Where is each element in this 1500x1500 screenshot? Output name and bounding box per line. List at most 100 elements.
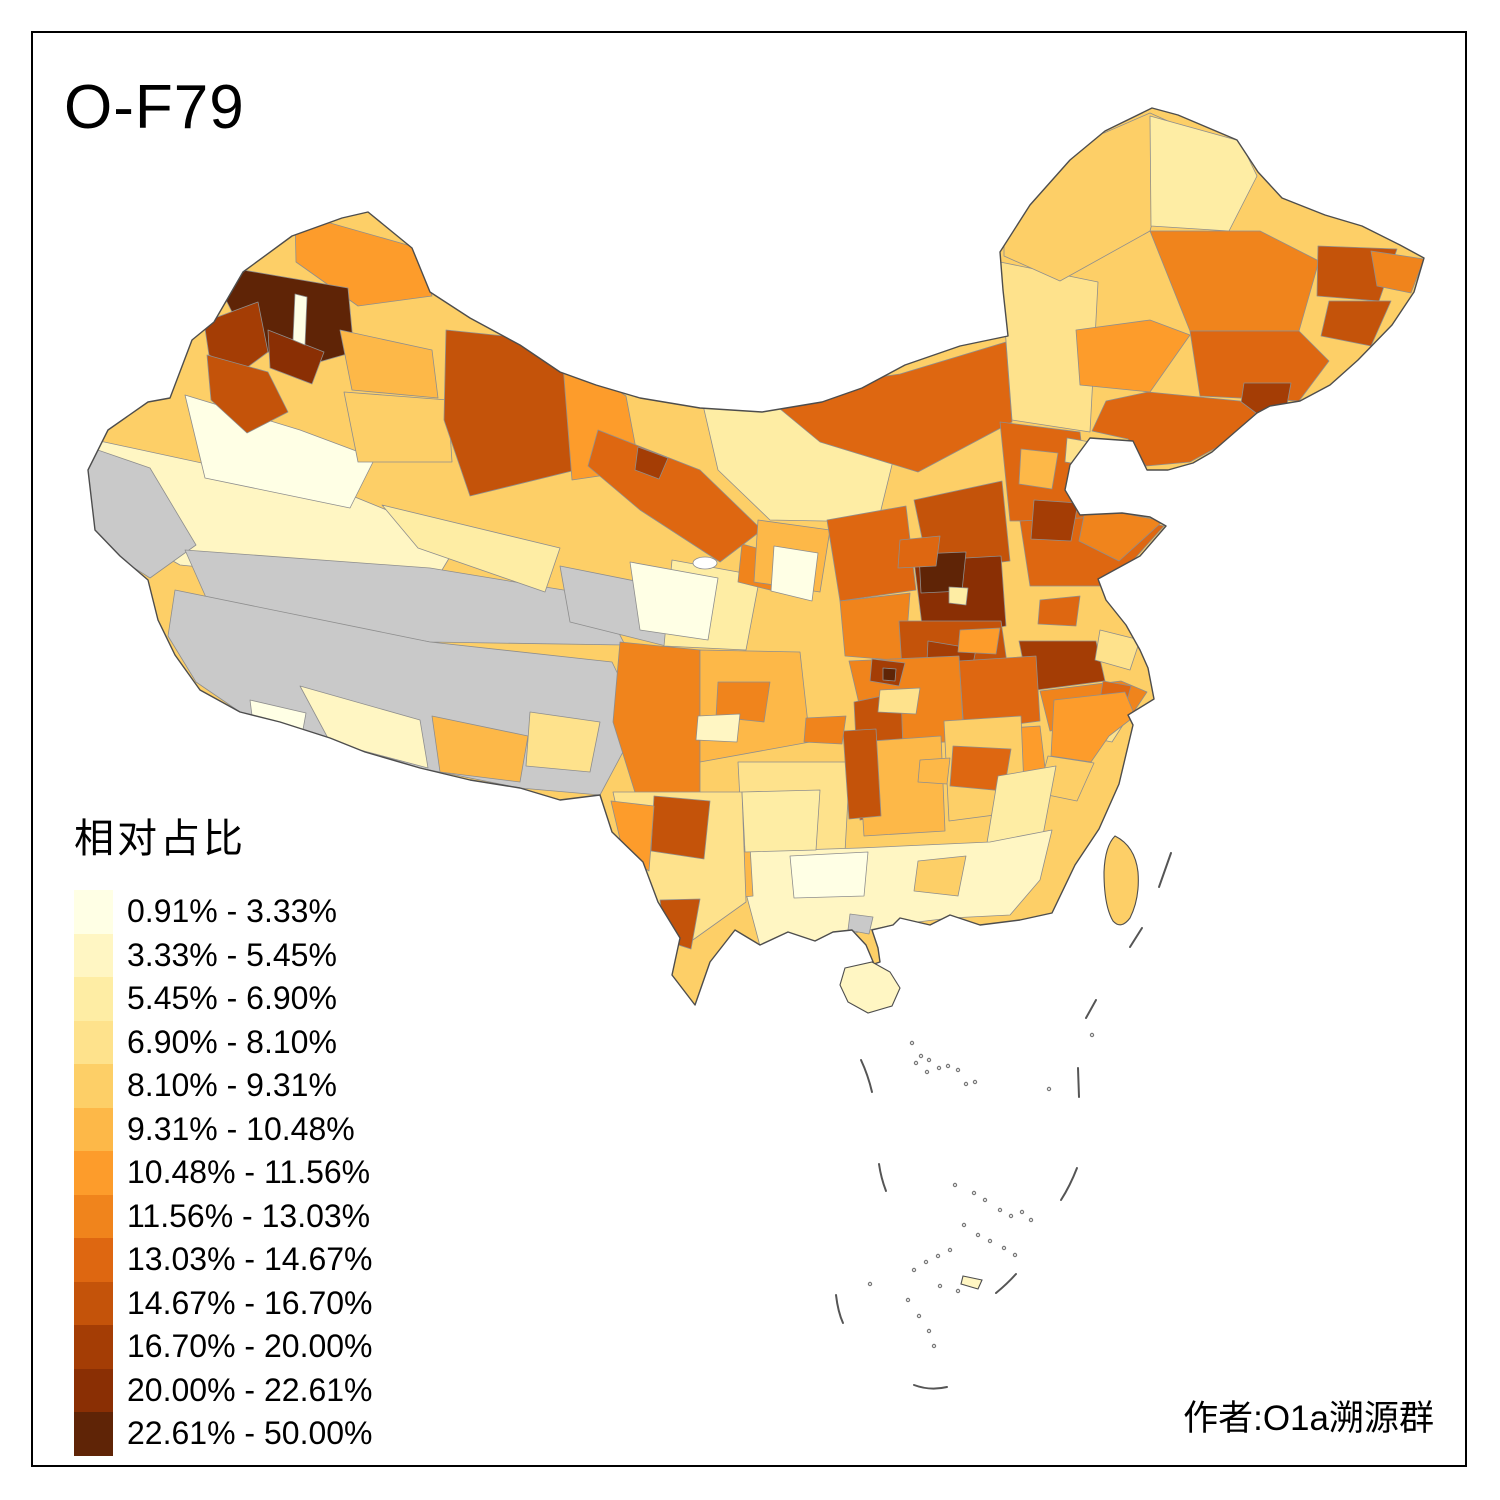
nine-dash-segment — [835, 1294, 844, 1324]
island — [1103, 835, 1139, 926]
mainland-regions — [88, 108, 1424, 1005]
lake — [692, 556, 718, 570]
legend-label: 6.90% - 8.10% — [127, 1023, 337, 1060]
sea-island-dot — [926, 1057, 932, 1063]
map-region — [1078, 505, 1164, 562]
nine-dash-segment — [1060, 1167, 1078, 1201]
legend-swatch — [74, 1107, 113, 1151]
map-region — [917, 757, 951, 785]
sea-island-dot — [963, 1081, 969, 1087]
map-region — [294, 212, 433, 307]
map-region — [1037, 595, 1081, 627]
sea-island-dot — [867, 1281, 873, 1287]
map-region — [443, 329, 577, 497]
legend-row: 13.03% - 14.67% — [74, 1238, 373, 1282]
sea-island-dot — [905, 1297, 911, 1303]
map-region — [761, 341, 1013, 473]
map-region — [1149, 230, 1320, 332]
map-region — [629, 561, 719, 641]
map-region — [610, 800, 655, 872]
sea-island-dot — [936, 1065, 942, 1071]
sea-island-dot — [924, 1069, 930, 1075]
legend-title: 相对占比 — [74, 817, 246, 861]
legend-row: 9.31% - 10.48% — [74, 1107, 373, 1151]
map-region — [587, 429, 763, 563]
credit-text: 作者:O1a溯源群 — [1183, 1399, 1434, 1438]
legend-swatch — [74, 977, 113, 1021]
legend-row: 14.67% - 16.70% — [74, 1281, 373, 1325]
nine-dash-segment — [995, 1273, 1017, 1294]
island — [839, 961, 901, 1014]
sea-island-dot — [913, 1060, 919, 1066]
map-region — [650, 795, 711, 860]
legend: 相对占比 0.91% - 3.33% 3.33% - 5.45% 5.45% - 6… — [74, 806, 373, 1456]
map-region — [1050, 691, 1136, 763]
legend-swatch — [74, 890, 113, 934]
map-region — [1075, 319, 1191, 393]
map-region — [695, 713, 741, 743]
sea-island-dot — [952, 1182, 958, 1188]
sea-island-dot — [1028, 1217, 1034, 1223]
legend-row: 20.00% - 22.61% — [74, 1368, 373, 1412]
map-region — [826, 505, 917, 602]
map-region — [1149, 115, 1258, 232]
sea-island-dot — [923, 1259, 929, 1265]
legend-label: 3.33% - 5.45% — [127, 936, 337, 973]
legend-row: 0.91% - 3.33% — [74, 890, 373, 934]
legend-row: 5.45% - 6.90% — [74, 977, 373, 1021]
map-region — [339, 329, 439, 399]
map-region — [715, 681, 771, 723]
map-region — [525, 711, 601, 773]
legend-label: 9.31% - 10.48% — [127, 1110, 355, 1147]
page-title: O-F79 — [64, 73, 245, 142]
sea-island-dot — [1089, 1032, 1095, 1038]
legend-label: 13.03% - 14.67% — [127, 1241, 373, 1278]
nine-dash-segment — [913, 1384, 948, 1390]
sea-island-dot — [937, 1283, 943, 1289]
map-region — [882, 667, 897, 682]
legend-label: 20.00% - 22.61% — [127, 1371, 373, 1408]
nine-dash-segment — [1077, 1067, 1080, 1098]
sea-island-dot — [918, 1053, 924, 1059]
map-region — [381, 504, 561, 593]
legend-label: 10.48% - 11.56% — [127, 1154, 371, 1191]
legend-row: 3.33% - 5.45% — [74, 933, 373, 977]
map-region — [741, 789, 821, 853]
sea-island-dot — [1012, 1252, 1018, 1258]
map-region — [957, 627, 1001, 655]
legend-rows: 0.91% - 3.33% 3.33% - 5.45% 5.45% - 6.90% 6… — [74, 890, 373, 1456]
legend-row: 16.70% - 20.00% — [74, 1325, 373, 1369]
sea-island-dot — [997, 1207, 1003, 1213]
map-region — [913, 855, 967, 897]
map-region — [948, 586, 969, 606]
map-region — [770, 545, 819, 602]
map-region — [847, 913, 874, 935]
legend-swatch — [74, 933, 113, 977]
sea-island-dot — [926, 1328, 932, 1334]
map-region — [431, 715, 529, 783]
legend-swatch — [74, 1325, 113, 1369]
sea-island-dot — [916, 1313, 922, 1319]
legend-row: 8.10% - 9.31% — [74, 1064, 373, 1108]
map-region — [634, 446, 669, 480]
sea-island-dot — [982, 1197, 988, 1203]
map-region — [292, 293, 308, 346]
sea-island-dot — [971, 1190, 977, 1196]
sea-island-dot — [961, 1222, 967, 1228]
map-region — [803, 715, 847, 745]
sea-island-dot — [1046, 1086, 1052, 1092]
legend-row: 10.48% - 11.56% — [74, 1151, 373, 1195]
map-region — [1091, 391, 1257, 467]
sea-island-dot — [955, 1067, 961, 1073]
map-region — [1018, 448, 1059, 490]
mainland-coastline — [87, 107, 1425, 1006]
map-region — [842, 728, 882, 820]
sea-island-dot — [909, 1040, 915, 1046]
nine-dash-segment — [860, 1059, 873, 1093]
legend-label: 5.45% - 6.90% — [127, 980, 337, 1017]
island — [960, 1275, 983, 1290]
legend-row: 6.90% - 8.10% — [74, 1020, 373, 1064]
legend-label: 16.70% - 20.00% — [127, 1328, 373, 1365]
sea-island-dot — [975, 1232, 981, 1238]
